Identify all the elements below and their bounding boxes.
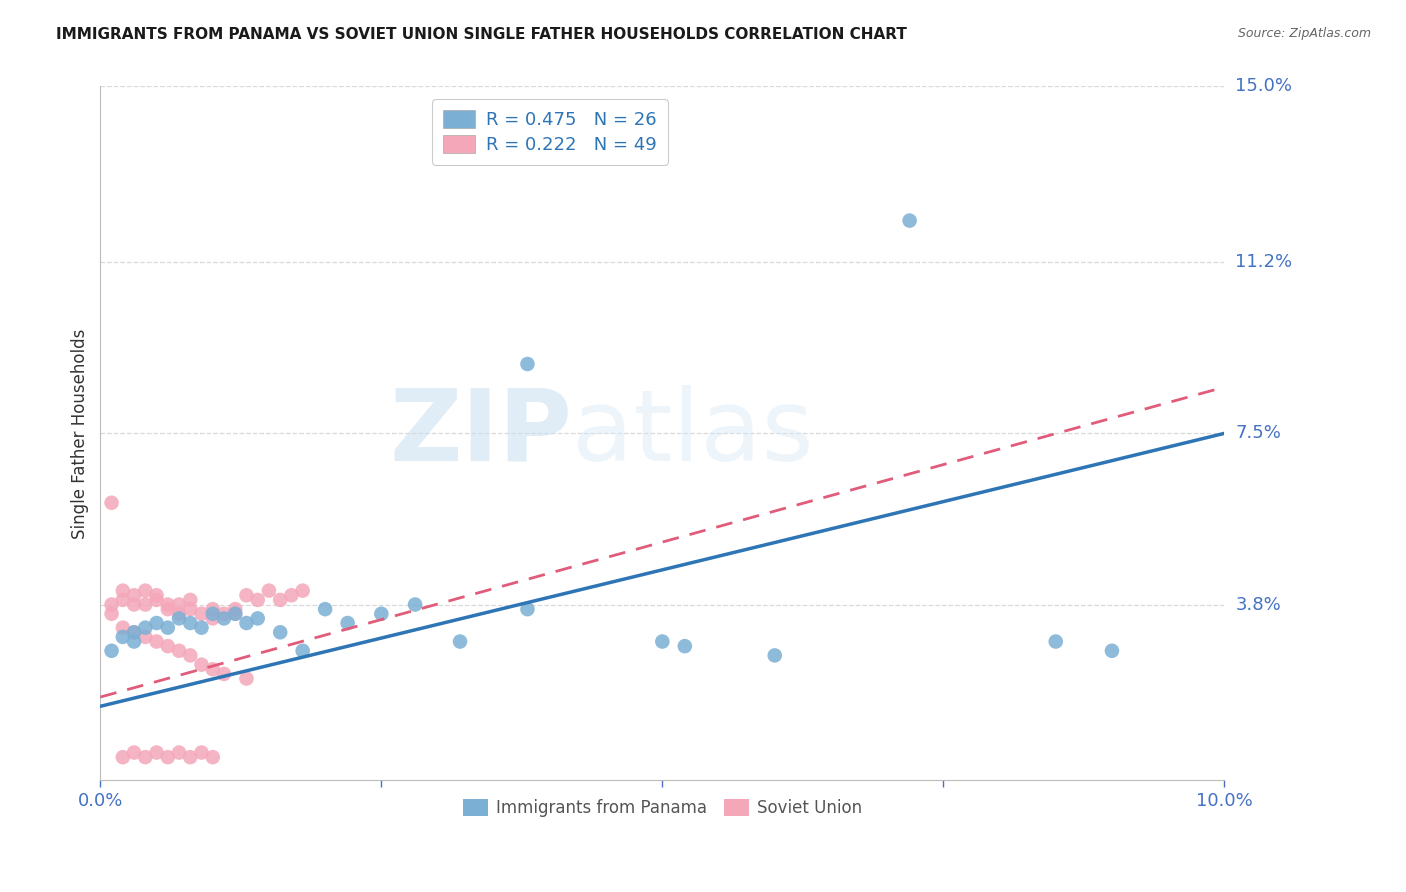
Point: [212, 667, 235, 681]
Point: [201, 602, 224, 616]
Point: [156, 598, 179, 612]
Point: [167, 598, 190, 612]
Point: [145, 588, 167, 602]
Point: [167, 644, 190, 658]
Point: [145, 593, 167, 607]
Point: [179, 615, 201, 630]
Point: [134, 630, 156, 644]
Point: [111, 593, 134, 607]
Point: [111, 583, 134, 598]
Point: [224, 607, 246, 621]
Point: [201, 611, 224, 625]
Point: [111, 630, 134, 644]
Point: [404, 598, 426, 612]
Point: [235, 615, 257, 630]
Point: [100, 607, 122, 621]
Point: [257, 583, 280, 598]
Point: [122, 625, 145, 640]
Text: 11.2%: 11.2%: [1236, 253, 1292, 271]
Point: [291, 644, 314, 658]
Point: [516, 357, 538, 371]
Text: 7.5%: 7.5%: [1236, 425, 1281, 442]
Point: [167, 607, 190, 621]
Point: [145, 615, 167, 630]
Point: [100, 598, 122, 612]
Point: [898, 213, 921, 227]
Point: [134, 583, 156, 598]
Point: [201, 750, 224, 764]
Y-axis label: Single Father Households: Single Father Households: [72, 328, 89, 539]
Point: [336, 615, 359, 630]
Point: [1101, 644, 1123, 658]
Point: [134, 621, 156, 635]
Point: [190, 657, 212, 672]
Point: [179, 593, 201, 607]
Legend: Immigrants from Panama, Soviet Union: Immigrants from Panama, Soviet Union: [456, 792, 869, 824]
Point: [291, 583, 314, 598]
Point: [246, 611, 269, 625]
Point: [516, 602, 538, 616]
Point: [179, 750, 201, 764]
Point: [111, 621, 134, 635]
Text: atlas: atlas: [572, 384, 814, 482]
Point: [167, 746, 190, 760]
Text: IMMIGRANTS FROM PANAMA VS SOVIET UNION SINGLE FATHER HOUSEHOLDS CORRELATION CHAR: IMMIGRANTS FROM PANAMA VS SOVIET UNION S…: [56, 27, 907, 42]
Point: [224, 607, 246, 621]
Point: [179, 602, 201, 616]
Point: [201, 662, 224, 676]
Point: [235, 672, 257, 686]
Point: [122, 746, 145, 760]
Point: [651, 634, 673, 648]
Point: [190, 621, 212, 635]
Text: ZIP: ZIP: [389, 384, 572, 482]
Point: [122, 634, 145, 648]
Point: [449, 634, 471, 648]
Point: [235, 588, 257, 602]
Point: [280, 588, 302, 602]
Point: [314, 602, 336, 616]
Point: [156, 621, 179, 635]
Point: [673, 639, 696, 653]
Point: [156, 639, 179, 653]
Point: [179, 648, 201, 663]
Point: [100, 644, 122, 658]
Point: [156, 602, 179, 616]
Point: [111, 750, 134, 764]
Point: [224, 602, 246, 616]
Point: [122, 625, 145, 640]
Point: [269, 593, 291, 607]
Point: [370, 607, 392, 621]
Point: [201, 607, 224, 621]
Point: [145, 634, 167, 648]
Point: [246, 593, 269, 607]
Text: Source: ZipAtlas.com: Source: ZipAtlas.com: [1237, 27, 1371, 40]
Point: [212, 607, 235, 621]
Point: [167, 611, 190, 625]
Point: [190, 746, 212, 760]
Point: [134, 598, 156, 612]
Point: [212, 611, 235, 625]
Point: [134, 750, 156, 764]
Point: [1045, 634, 1067, 648]
Point: [100, 496, 122, 510]
Point: [145, 746, 167, 760]
Point: [763, 648, 786, 663]
Point: [122, 588, 145, 602]
Text: 15.0%: 15.0%: [1236, 78, 1292, 95]
Point: [156, 750, 179, 764]
Text: 3.8%: 3.8%: [1236, 596, 1281, 614]
Point: [269, 625, 291, 640]
Point: [190, 607, 212, 621]
Point: [122, 598, 145, 612]
